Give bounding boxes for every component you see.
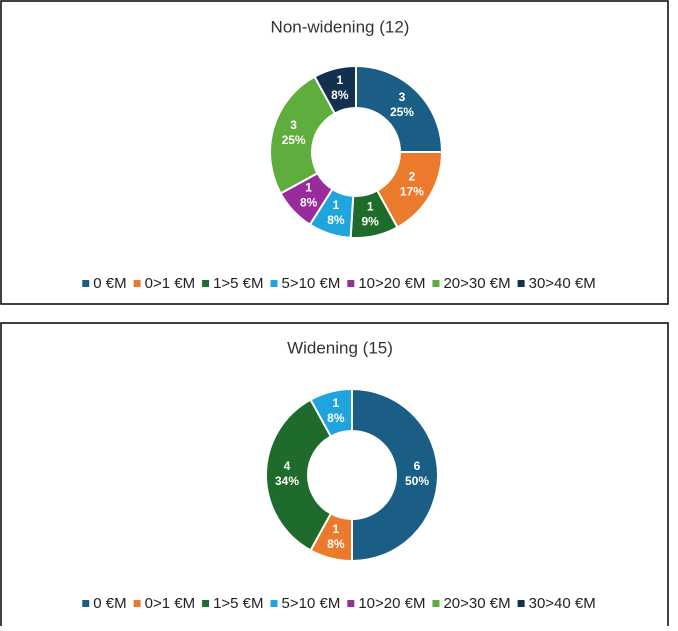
chart-frame <box>0 322 669 631</box>
legend-swatch <box>133 280 141 287</box>
legend-swatch <box>133 600 141 607</box>
legend-swatch <box>202 600 210 607</box>
chart-title: Non-widening (12) <box>271 17 410 36</box>
donut-slice <box>351 387 439 563</box>
slice-percent: 17% <box>400 184 424 198</box>
legend-swatch <box>270 280 278 287</box>
legend-label: 5>10 €M <box>282 275 341 292</box>
slice-count: 2 <box>409 169 416 183</box>
legend-swatch <box>347 280 355 287</box>
legend-label: 0 €M <box>93 275 126 292</box>
legend-label: 30>40 €M <box>529 595 596 612</box>
legend-swatch <box>270 600 278 607</box>
slice-percent: 8% <box>327 537 345 551</box>
donut-slice <box>313 64 357 115</box>
legend-swatch <box>432 600 440 607</box>
legend-label: 20>30 €M <box>443 595 510 612</box>
legend-swatch <box>517 600 525 607</box>
chart-title: Widening (15) <box>287 338 393 357</box>
slice-count: 4 <box>284 459 291 473</box>
legend-swatch <box>347 600 355 607</box>
legend-label: 0 €M <box>93 595 126 612</box>
slice-count: 1 <box>367 200 374 214</box>
legend: 0 €M 0>1 €M 1>5 €M 5>10 €M 10>20 €M 20>30 €M 3… <box>82 595 596 612</box>
slice-count: 3 <box>399 90 406 104</box>
legend-swatch <box>517 280 525 287</box>
legend-label: 20>30 €M <box>443 275 510 292</box>
slice-percent: 25% <box>390 105 414 119</box>
legend-label: 10>20 €M <box>358 595 425 612</box>
slice-percent: 9% <box>362 215 380 229</box>
slice-count: 1 <box>332 522 339 536</box>
legend-label: 30>40 €M <box>529 275 596 292</box>
legend-swatch <box>202 280 210 287</box>
slice-percent: 34% <box>275 474 299 488</box>
donut-slice <box>355 64 444 153</box>
donut-slice <box>265 398 333 552</box>
legend-label: 0>1 €M <box>145 275 195 292</box>
slice-count: 6 <box>414 459 421 473</box>
slice-percent: 50% <box>405 474 429 488</box>
legend-label: 5>10 €M <box>282 595 341 612</box>
legend-swatch <box>82 600 90 607</box>
slice-count: 3 <box>290 118 297 132</box>
slice-count: 1 <box>336 73 343 87</box>
legend-label: 0>1 €M <box>145 595 195 612</box>
legend-swatch <box>432 280 440 287</box>
legend: 0 €M 0>1 €M 1>5 €M 5>10 €M 10>20 €M 20>30 €M 3… <box>82 275 596 292</box>
legend-label: 1>5 €M <box>213 595 263 612</box>
legend-label: 1>5 €M <box>213 275 263 292</box>
chart-frame <box>0 0 669 305</box>
donut-slice <box>269 75 337 195</box>
legend-swatch <box>82 280 90 287</box>
slice-count: 1 <box>305 181 312 195</box>
slice-percent: 8% <box>300 196 318 210</box>
donut-slice <box>309 387 353 438</box>
slice-count: 1 <box>332 396 339 410</box>
slice-percent: 8% <box>327 411 345 425</box>
slice-count: 1 <box>333 198 340 212</box>
slice-percent: 8% <box>327 213 345 227</box>
legend-label: 10>20 €M <box>358 275 425 292</box>
slice-percent: 8% <box>331 88 349 102</box>
slice-percent: 25% <box>282 133 306 147</box>
